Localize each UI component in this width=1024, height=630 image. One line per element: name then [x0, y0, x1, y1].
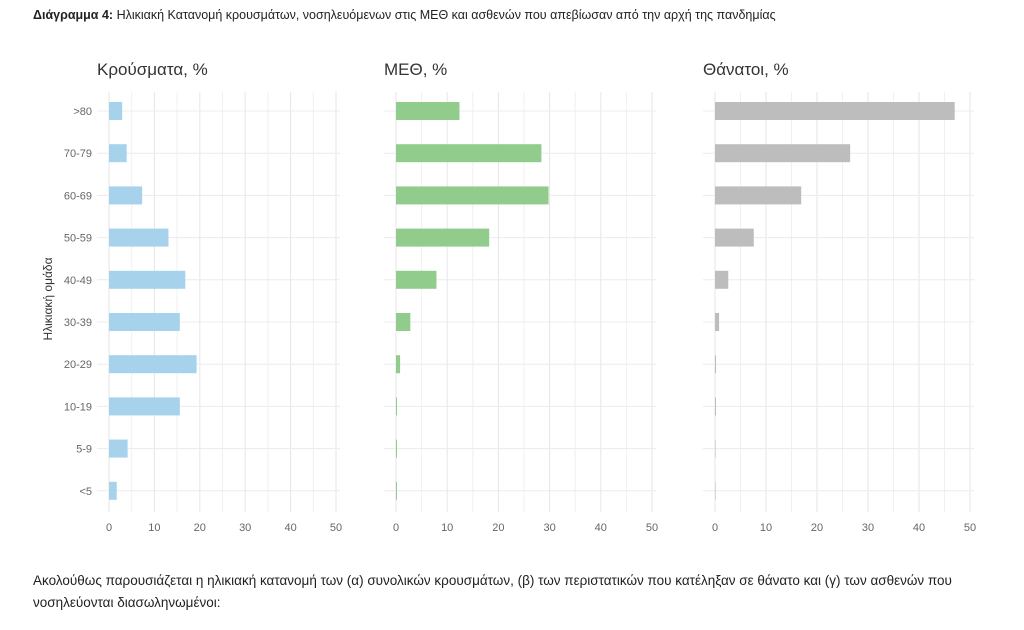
bar->80 — [396, 102, 460, 120]
bar-40-49 — [109, 270, 186, 289]
bar-20-29 — [396, 355, 401, 374]
caption-text: Ηλικιακή Κατανομή κρουσμάτων, νοσηλευόμε… — [116, 8, 776, 22]
bar-70-79 — [109, 144, 127, 163]
bar-40-49 — [396, 270, 437, 289]
x-tick-label: 0 — [712, 522, 718, 534]
x-tick-label: 40 — [595, 522, 607, 534]
bar-60-69 — [715, 186, 802, 205]
bar-20-29 — [715, 355, 717, 374]
y-tick-label: 50-59 — [64, 233, 92, 245]
y-tick-label: <5 — [79, 486, 92, 498]
x-tick-label: 20 — [194, 522, 206, 534]
bar-40-49 — [715, 270, 729, 289]
bar-60-69 — [396, 186, 549, 205]
x-tick-label: 30 — [239, 522, 251, 534]
bar-<5 — [109, 481, 117, 500]
x-tick-label: 10 — [760, 522, 772, 534]
bar-70-79 — [396, 144, 542, 163]
y-tick-label: 10-19 — [64, 401, 92, 413]
x-tick-label: 50 — [646, 522, 658, 534]
bar-<5 — [396, 481, 397, 500]
y-tick-label: 70-79 — [64, 148, 92, 160]
bar->80 — [715, 102, 955, 120]
x-tick-label: 0 — [393, 522, 399, 534]
x-tick-label: 20 — [492, 522, 504, 534]
bar-10-19 — [715, 397, 716, 416]
bar-20-29 — [109, 355, 197, 374]
x-tick-label: 20 — [811, 522, 823, 534]
body-paragraph: Ακολούθως παρουσιάζεται η ηλικιακή καταν… — [33, 573, 952, 610]
bar-50-59 — [109, 228, 169, 247]
x-tick-label: 40 — [284, 522, 296, 534]
bar-5-9 — [396, 439, 397, 458]
x-tick-label: 30 — [862, 522, 874, 534]
bar-70-79 — [715, 144, 851, 163]
bar-60-69 — [109, 186, 143, 205]
x-tick-label: 50 — [964, 522, 976, 534]
y-tick-label: 5-9 — [76, 444, 92, 456]
panel-title-deaths: Θάνατοι, % — [703, 60, 789, 79]
panel-title-cases: Κρούσματα, % — [97, 60, 208, 79]
bar-30-39 — [396, 313, 411, 331]
bar-50-59 — [715, 228, 754, 247]
y-tick-label: >80 — [73, 106, 92, 118]
caption-label: Διάγραμμα 4: — [33, 8, 114, 22]
y-tick-label: 40-49 — [64, 275, 92, 287]
chart-caption: Διάγραμμα 4: Ηλικιακή Κατανομή κρουσμάτω… — [33, 8, 776, 22]
x-tick-label: 10 — [441, 522, 453, 534]
y-tick-label: 20-29 — [64, 359, 92, 371]
bar-5-9 — [109, 439, 128, 458]
x-tick-label: 50 — [330, 522, 342, 534]
x-tick-label: 0 — [106, 522, 112, 534]
bar-10-19 — [396, 397, 398, 416]
x-tick-label: 10 — [148, 522, 160, 534]
x-tick-label: 40 — [913, 522, 925, 534]
bar->80 — [109, 102, 123, 120]
x-tick-label: 30 — [543, 522, 555, 534]
y-tick-label: 30-39 — [64, 317, 92, 329]
bar-<5 — [715, 481, 716, 500]
panel-title-icu: ΜΕΘ, % — [384, 60, 448, 79]
bar-10-19 — [109, 397, 180, 416]
bar-30-39 — [715, 313, 720, 331]
y-tick-label: 60-69 — [64, 190, 92, 202]
bar-5-9 — [715, 439, 716, 458]
bar-50-59 — [396, 228, 490, 247]
bar-30-39 — [109, 313, 180, 331]
